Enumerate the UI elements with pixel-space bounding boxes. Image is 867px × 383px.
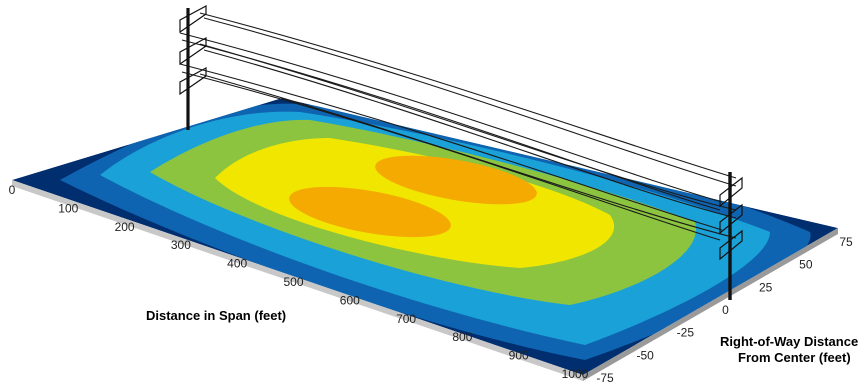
x-tick-label: 900 [509,349,529,363]
conductor-lines [179,12,737,241]
contour-layers [12,98,838,375]
y-tick-label: -25 [677,326,695,340]
x-tick-label: 700 [396,312,416,326]
y-tick-label: 25 [759,280,773,294]
x-tick-label: 300 [171,238,191,252]
y-tick-label: 0 [722,303,729,317]
x-tick-label: 100 [58,201,78,215]
plate-front-edge [12,180,583,381]
contour-orange-upper [375,155,537,205]
x-tick-label: 400 [227,257,247,271]
x-tick-label: 200 [115,220,135,234]
x-tick-label: 0 [9,183,16,197]
x-tick-label: 600 [340,293,360,307]
contour-orange-lower [289,186,451,238]
y-axis-title-line1: Right-of-Way Distance [720,334,858,349]
y-tick-label: 50 [799,258,813,272]
plate-right-edge [583,228,838,381]
transmission-pole-left [179,4,207,130]
y-tick-label: -75 [596,371,614,383]
x-tick-label: 800 [452,330,472,344]
y-tick-label: -50 [636,348,654,362]
x-tick-label: 1000 [562,367,589,381]
y-axis-title-line2: From Center (feet) [738,350,851,365]
y-tick-label: 75 [839,235,853,249]
transmission-pole-right [719,172,743,300]
x-tick-label: 500 [283,275,303,289]
x-axis-title: Distance in Span (feet) [146,308,286,323]
